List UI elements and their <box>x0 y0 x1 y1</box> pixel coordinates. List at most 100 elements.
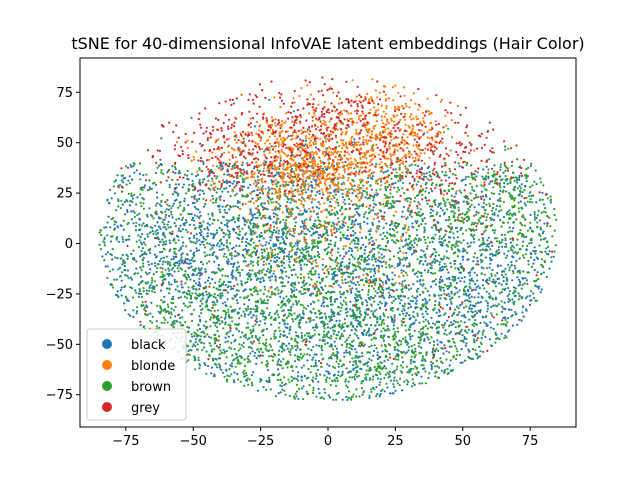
scatter-point <box>517 298 521 301</box>
scatter-point <box>354 283 357 286</box>
scatter-point <box>489 253 492 256</box>
scatter-point <box>467 294 470 297</box>
scatter-point <box>126 269 130 272</box>
scatter-point <box>186 231 189 234</box>
scatter-point <box>410 163 413 166</box>
scatter-point <box>343 318 346 321</box>
scatter-point <box>464 316 467 319</box>
scatter-point <box>240 344 243 347</box>
scatter-point <box>246 357 249 360</box>
scatter-point <box>441 265 444 268</box>
scatter-point <box>439 202 442 205</box>
scatter-point <box>446 303 449 307</box>
scatter-point <box>484 335 487 338</box>
scatter-point <box>206 365 210 368</box>
scatter-point <box>228 184 231 188</box>
scatter-point <box>410 323 413 326</box>
scatter-point <box>327 272 330 275</box>
scatter-point <box>530 290 533 293</box>
scatter-point <box>365 333 368 336</box>
scatter-point <box>179 321 182 324</box>
scatter-point <box>435 321 438 324</box>
scatter-point <box>405 351 408 354</box>
scatter-point <box>142 174 145 177</box>
scatter-point <box>216 309 219 312</box>
scatter-point <box>139 193 142 196</box>
scatter-point <box>166 287 169 290</box>
scatter-point <box>196 240 199 243</box>
scatter-point <box>279 184 282 187</box>
scatter-point <box>338 270 341 273</box>
scatter-point <box>460 339 463 342</box>
scatter-point <box>344 340 347 343</box>
scatter-point <box>336 198 339 201</box>
scatter-point <box>381 291 385 294</box>
scatter-point <box>396 348 399 351</box>
scatter-point <box>327 271 330 274</box>
scatter-point <box>320 286 323 289</box>
scatter-point <box>220 229 223 232</box>
scatter-point <box>148 207 151 210</box>
scatter-point <box>231 276 234 279</box>
scatter-point <box>498 175 501 178</box>
scatter-point <box>272 221 275 224</box>
scatter-point <box>498 240 501 243</box>
scatter-point <box>247 225 250 228</box>
scatter-point <box>491 229 495 232</box>
scatter-point <box>432 209 435 212</box>
scatter-point <box>313 353 316 356</box>
scatter-point <box>373 310 376 313</box>
scatter-point <box>326 341 329 345</box>
scatter-point <box>155 255 158 258</box>
scatter-point <box>233 255 236 258</box>
scatter-point <box>181 259 184 262</box>
scatter-point <box>518 278 521 281</box>
scatter-point <box>402 274 405 277</box>
scatter-point <box>252 325 255 328</box>
scatter-point <box>119 289 122 292</box>
scatter-point <box>207 179 210 182</box>
scatter-point <box>368 378 371 381</box>
scatter-point <box>392 379 396 382</box>
scatter-point <box>208 335 211 338</box>
scatter-point <box>211 222 214 225</box>
scatter-point <box>262 334 265 337</box>
scatter-point <box>229 329 232 332</box>
scatter-point <box>428 298 431 302</box>
scatter-point <box>461 212 464 215</box>
scatter-point <box>446 245 450 248</box>
scatter-point <box>291 282 295 285</box>
scatter-point <box>439 297 442 300</box>
scatter-point <box>303 208 306 211</box>
scatter-point <box>236 217 239 220</box>
scatter-point <box>251 251 254 254</box>
scatter-point <box>368 394 371 397</box>
scatter-point <box>492 254 495 257</box>
scatter-point <box>325 378 328 381</box>
scatter-point <box>113 180 116 183</box>
scatter-point <box>273 215 276 218</box>
scatter-point <box>281 285 284 288</box>
scatter-point <box>237 359 240 362</box>
scatter-point <box>530 265 534 268</box>
scatter-point <box>181 252 184 255</box>
scatter-point <box>499 166 502 169</box>
scatter-point <box>328 320 331 323</box>
scatter-point <box>447 127 450 130</box>
scatter-point <box>393 229 396 232</box>
scatter-point <box>348 197 351 201</box>
scatter-point <box>236 225 239 229</box>
scatter-point <box>224 301 227 304</box>
scatter-point <box>256 235 259 238</box>
scatter-point <box>520 319 523 322</box>
scatter-point <box>441 209 444 212</box>
scatter-point <box>430 264 433 267</box>
scatter-point <box>503 185 506 188</box>
scatter-point <box>351 221 354 224</box>
scatter-point <box>455 332 458 335</box>
scatter-point <box>293 195 296 198</box>
scatter-point <box>482 239 485 242</box>
scatter-point <box>328 364 331 367</box>
scatter-point <box>105 226 108 229</box>
scatter-point <box>257 181 260 185</box>
